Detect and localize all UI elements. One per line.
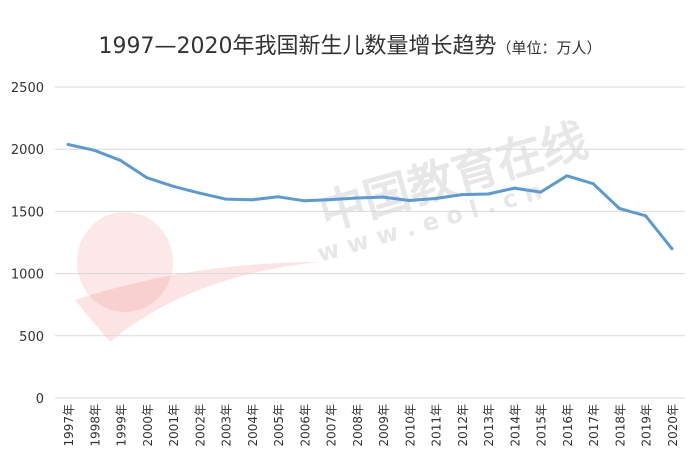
data-point <box>565 174 569 178</box>
y-tick-label: 1500 <box>11 205 44 220</box>
x-tick-label: 1997年 <box>62 404 76 447</box>
data-point <box>591 182 595 186</box>
data-point <box>197 191 201 195</box>
data-point <box>407 198 411 202</box>
x-tick-label: 2009年 <box>377 404 391 447</box>
chart-title-unit: （单位：万人） <box>496 39 602 57</box>
x-tick-label: 2020年 <box>666 404 680 447</box>
x-tick-label: 2001年 <box>167 404 181 447</box>
watermark: 中国教育在线 w w w . e o l . c n <box>75 113 593 342</box>
x-tick-label: 2011年 <box>430 404 444 447</box>
data-point <box>119 159 123 163</box>
x-tick-label: 2002年 <box>193 404 207 447</box>
data-point <box>145 176 149 180</box>
series-line <box>66 143 674 251</box>
data-point <box>617 207 621 211</box>
y-tick-label: 2000 <box>11 143 44 158</box>
x-tick-label: 2015年 <box>535 404 549 447</box>
watermark-logo-circle <box>77 212 173 312</box>
data-point <box>329 198 333 202</box>
x-tick-label: 2012年 <box>456 404 470 447</box>
x-tick-label: 2008年 <box>351 404 365 447</box>
x-tick-label: 1998年 <box>88 404 102 447</box>
data-point <box>302 199 306 203</box>
x-tick-label: 2007年 <box>325 404 339 447</box>
x-tick-label: 2010年 <box>403 404 417 447</box>
x-tick-label: 2016年 <box>561 404 575 447</box>
x-tick-label: 2004年 <box>246 404 260 447</box>
data-point <box>381 195 385 199</box>
gridlines <box>55 86 685 399</box>
data-point <box>644 214 648 218</box>
data-point <box>486 192 490 196</box>
x-tick-label: 2006年 <box>298 404 312 447</box>
chart-title-main: 1997—2020年我国新生儿数量增长趋势 <box>98 34 497 59</box>
y-tick-label: 1000 <box>11 268 44 283</box>
y-tick-label: 500 <box>19 330 44 345</box>
data-point <box>539 190 543 194</box>
data-point <box>434 196 438 200</box>
y-tick-label: 2500 <box>11 81 44 96</box>
data-point <box>670 247 674 251</box>
series <box>66 142 674 251</box>
data-point <box>66 142 70 146</box>
x-tick-label: 1999年 <box>115 404 129 447</box>
y-tick-label: 0 <box>36 392 44 407</box>
data-point <box>250 198 254 202</box>
x-tick-label: 2013年 <box>482 404 496 447</box>
data-point <box>276 195 280 199</box>
x-tick-label: 2014年 <box>508 404 522 447</box>
data-point <box>512 186 516 190</box>
x-tick-label: 2017年 <box>587 404 601 447</box>
y-axis: 0 500 1000 1500 2000 2500 <box>11 81 44 407</box>
x-axis: 1997年 1998年 1999年 2000年 2001年 2002年 2003年 2004年… <box>62 404 680 447</box>
data-point <box>355 196 359 200</box>
data-point <box>92 148 96 152</box>
watermark-logo-swoosh <box>75 262 320 342</box>
data-point <box>460 193 464 197</box>
data-point <box>224 197 228 201</box>
x-tick-label: 2005年 <box>272 404 286 447</box>
x-tick-label: 2000年 <box>141 404 155 447</box>
x-tick-label: 2019年 <box>640 404 654 447</box>
data-point <box>171 184 175 188</box>
x-tick-label: 2018年 <box>613 404 627 447</box>
x-tick-label: 2003年 <box>220 404 234 447</box>
chart-title: 1997—2020年我国新生儿数量增长趋势（单位：万人） <box>0 28 700 60</box>
